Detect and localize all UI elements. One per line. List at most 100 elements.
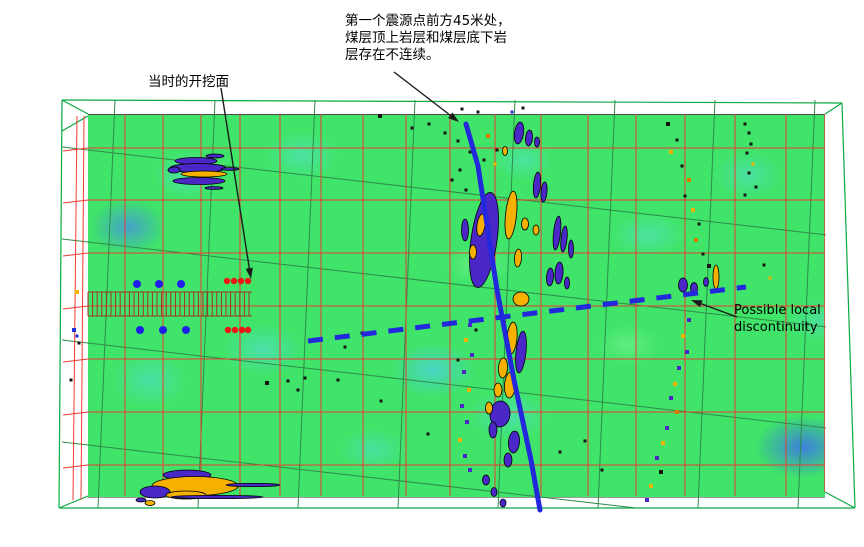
red-source-dot	[223, 277, 231, 285]
speck	[495, 148, 499, 152]
outer-box-wireframe	[58, 99, 856, 509]
speck	[521, 106, 525, 110]
event-blob	[552, 215, 562, 251]
event-blob	[512, 291, 530, 307]
discontinuity-line2: discontinuity	[734, 320, 818, 335]
speck	[468, 468, 472, 472]
leader-line	[393, 71, 454, 118]
event-blob	[461, 218, 469, 242]
wall-red-line	[62, 358, 89, 363]
speck-markers	[265, 106, 772, 502]
box-edge	[58, 99, 63, 509]
speck	[379, 399, 383, 403]
event-blob	[521, 217, 529, 231]
speck	[666, 122, 670, 126]
event-blob	[540, 181, 548, 203]
wall-speck	[69, 378, 73, 382]
wall-red-line	[62, 411, 89, 416]
fault-line-solid	[463, 121, 543, 513]
event-blob	[515, 330, 527, 374]
speck	[336, 378, 340, 382]
event-blob	[488, 421, 498, 439]
leader-arrowhead	[245, 267, 253, 279]
speck	[683, 194, 687, 198]
wall-red-line	[72, 115, 78, 501]
event-blob	[678, 277, 688, 293]
speck	[468, 323, 472, 327]
event-blob	[469, 244, 477, 260]
green-grid-line-v	[697, 100, 716, 508]
speck	[743, 122, 747, 126]
speck	[681, 334, 685, 338]
speck	[680, 164, 684, 168]
box-edge	[824, 491, 856, 509]
speck	[474, 328, 478, 332]
seismic-note-line3: 层存在不连续。	[345, 47, 440, 63]
speck	[467, 388, 471, 392]
blue-receiver-dot	[159, 326, 167, 334]
speck	[303, 376, 307, 380]
speck	[747, 131, 751, 135]
speck	[510, 110, 514, 114]
speck	[265, 381, 269, 385]
speck	[493, 162, 497, 166]
speck	[410, 126, 414, 130]
green-grid-line-v	[497, 100, 516, 508]
speck	[762, 263, 766, 267]
wall-red-line	[80, 115, 85, 501]
event-blob	[485, 401, 493, 415]
leader-arrows	[220, 71, 738, 318]
event-blob	[493, 382, 503, 398]
speck	[296, 388, 300, 392]
event-blob	[204, 186, 224, 190]
event-blob	[712, 264, 720, 290]
excavation-fence	[87, 291, 252, 317]
speck	[685, 350, 689, 354]
red-source-dot	[238, 326, 246, 334]
green-grid-line-h	[62, 238, 826, 328]
speck	[486, 134, 490, 138]
speck	[694, 238, 698, 242]
speck	[460, 404, 464, 408]
event-blob	[167, 166, 181, 174]
speck	[458, 438, 462, 442]
speck	[655, 456, 659, 460]
speck	[462, 370, 466, 374]
event-blob	[499, 498, 507, 508]
leader-arrowhead	[691, 300, 703, 308]
event-blob	[546, 267, 554, 287]
event-blob	[703, 277, 709, 287]
red-source-dot	[224, 326, 232, 334]
left-wall-grid	[62, 115, 89, 501]
event-blob	[554, 261, 564, 285]
speck	[558, 450, 562, 454]
speck	[465, 420, 469, 424]
speck	[687, 178, 691, 182]
speck	[768, 276, 772, 280]
speck	[427, 122, 431, 126]
speck	[747, 171, 751, 175]
fault-line-dashed	[307, 284, 747, 344]
seismic-event-blobs	[135, 121, 720, 508]
wall-speck	[77, 341, 81, 345]
event-blob	[514, 248, 522, 268]
speck	[691, 208, 695, 212]
event-blob	[225, 482, 281, 487]
seismic-note-line1: 第一个震源点前方45米处，	[345, 13, 511, 29]
speck	[463, 454, 467, 458]
event-blob	[560, 225, 568, 253]
event-blob	[532, 171, 542, 199]
green-grid-line-v	[797, 100, 816, 508]
seismic-note-annotation: 第一个震源点前方45米处， 煤层顶上岩层和煤层底下岩 层存在不连续。	[345, 13, 511, 64]
event-blob	[532, 224, 540, 236]
blue-receiver-dot	[136, 326, 144, 334]
green-grid-line-h	[62, 441, 641, 508]
box-edge	[61, 99, 843, 104]
red-source-dot	[237, 277, 245, 285]
speck	[649, 484, 653, 488]
speck	[464, 338, 468, 342]
speck	[645, 498, 649, 502]
speck	[687, 318, 691, 322]
